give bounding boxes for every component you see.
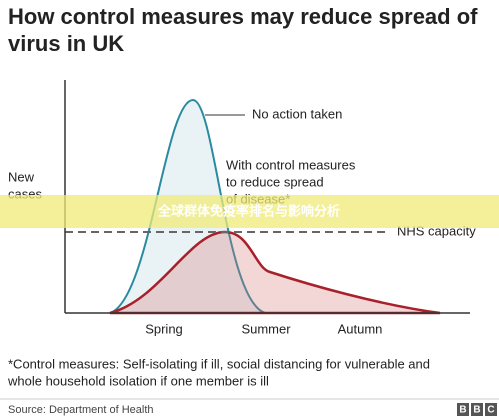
title: virus in UK [8, 31, 124, 56]
annotation: No action taken [252, 106, 342, 121]
annotation: With control measures [226, 157, 356, 172]
logo-box [457, 403, 469, 416]
annotation: to reduce spread [226, 174, 324, 189]
y-label: New [8, 169, 35, 184]
footnote: *Control measures: Self-isolating if ill… [8, 356, 430, 371]
footnote: whole household isolation if one member … [7, 373, 269, 388]
logo-letter: B [473, 405, 480, 416]
logo-letter: B [459, 405, 466, 416]
x-label: Autumn [338, 321, 383, 336]
logo-box [471, 403, 483, 416]
title: How control measures may reduce spread o… [8, 4, 478, 29]
banner [0, 195, 499, 228]
source: Source: Department of Health [8, 404, 154, 416]
logo-box [485, 403, 497, 416]
x-label: Summer [241, 321, 291, 336]
logo-letter: C [487, 405, 494, 416]
banner-text: 全球群体免疫率排名与影响分析 [157, 203, 340, 218]
control-curve [109, 230, 441, 315]
x-label: Spring [145, 321, 183, 336]
